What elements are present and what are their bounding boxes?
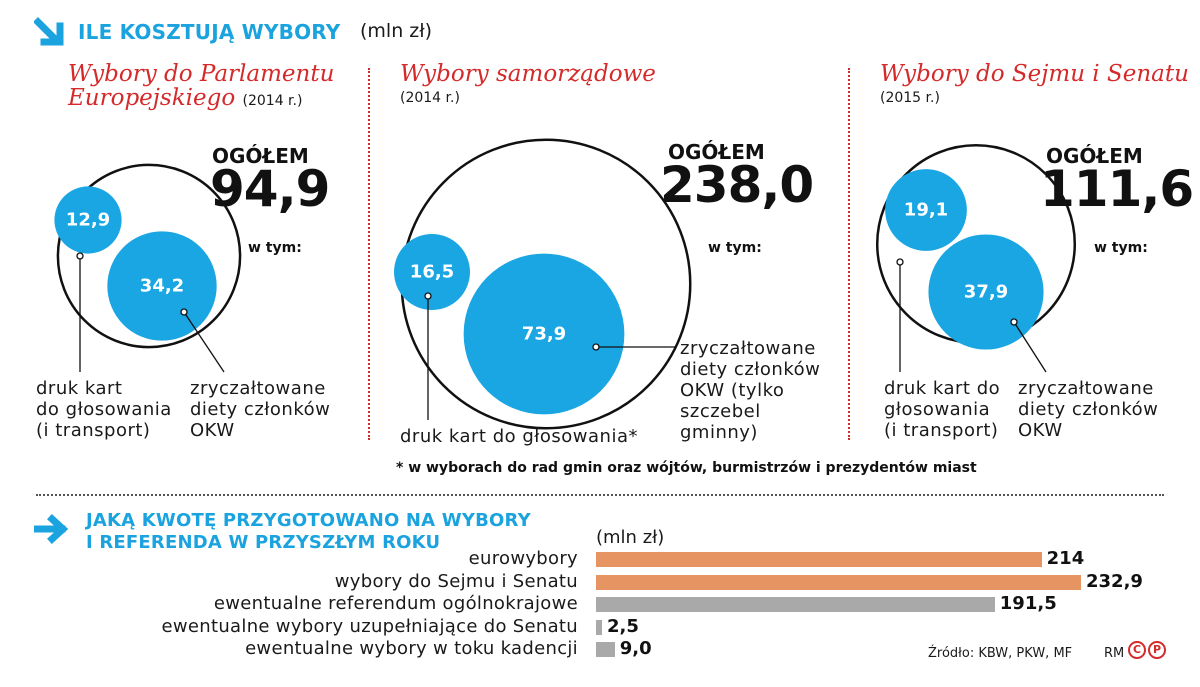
panel1-large-desc-line1: zryczałtowane: [190, 378, 330, 399]
panel3-year: (2015 r.): [880, 90, 940, 106]
panel2-large-value: 73,9: [522, 324, 566, 345]
panel1-leader-dot-2: [181, 309, 187, 315]
panel2-large-desc-line3: OKW (tylko: [680, 380, 820, 401]
panel1-title-line1: Wybory do Parlamentu: [68, 62, 334, 86]
bar-label-5: ewentualne wybory w toku kadencji: [245, 638, 578, 659]
panel2-large-desc: zryczałtowane diety członków OKW (tylko …: [680, 338, 820, 443]
arrow-right-icon: [34, 514, 72, 544]
panel3-wtym: w tym:: [1094, 240, 1148, 256]
panel3-small-desc: druk kart do głosowania (i transport): [884, 378, 1000, 441]
panel3-large-desc-line1: zryczałtowane: [1018, 378, 1158, 399]
section2-title: JAKĄ KWOTĘ PRZYGOTOWANO NA WYBORY I REFE…: [86, 510, 531, 554]
panel1-large-desc-line3: OKW: [190, 420, 330, 441]
panel2-large-desc-line2: diety członków: [680, 359, 820, 380]
panel2-large-desc-line1: zryczałtowane: [680, 338, 820, 359]
panel1-wtym: w tym:: [248, 240, 302, 256]
panel3-leader-dot-1: [897, 259, 903, 265]
credit: RM: [1104, 646, 1124, 661]
credit-badge-p: P: [1148, 641, 1166, 659]
panel2-small-desc-line1: druk kart do głosowania*: [400, 426, 638, 447]
bar-4: [596, 620, 602, 635]
panel2-wtym: w tym:: [708, 240, 762, 256]
bar-value-3: 191,5: [1000, 593, 1057, 614]
panel1-large-value: 34,2: [140, 276, 184, 297]
credit-badge-c: C: [1128, 641, 1146, 659]
bar-1: [596, 552, 1042, 567]
panel1-small-desc-line2: do głosowania: [36, 399, 172, 420]
panel2-small-desc: druk kart do głosowania*: [400, 426, 638, 447]
panel3-total-value: 111,6: [1040, 160, 1193, 218]
bar-5: [596, 642, 615, 657]
panel3-small-desc-line3: (i transport): [884, 420, 1000, 441]
panel3-large-desc-line3: OKW: [1018, 420, 1158, 441]
section2-title-line1: JAKĄ KWOTĘ PRZYGOTOWANO NA WYBORY: [86, 510, 531, 532]
panel1-large-desc: zryczałtowane diety członków OKW: [190, 378, 330, 441]
panel2-large-desc-line5: gminny): [680, 422, 820, 443]
panel1-title: Wybory do Parlamentu Europejskiego (2014…: [68, 62, 334, 113]
bar-value-1: 214: [1047, 548, 1085, 569]
panel1-small-desc-line1: druk kart: [36, 378, 172, 399]
source-note: Źródło: KBW, PKW, MF: [928, 646, 1072, 661]
panel1-leader-dot-1: [77, 253, 83, 259]
panel1-small-value: 12,9: [66, 210, 110, 231]
panel2-year: (2014 r.): [400, 90, 460, 106]
panel2-leader-dot-2: [593, 344, 599, 350]
panel2-small-value: 16,5: [410, 262, 454, 283]
bar-label-2: wybory do Sejmu i Senatu: [335, 571, 578, 592]
panel3-small-value: 19,1: [904, 200, 948, 221]
panel3-small-desc-line1: druk kart do: [884, 378, 1000, 399]
footnote: * w wyborach do rad gmin oraz wójtów, bu…: [396, 460, 977, 476]
panel2-total-value: 238,0: [660, 156, 813, 214]
bar-label-3: ewentualne referendum ogólnokrajowe: [214, 593, 578, 614]
panel3-large-desc-line2: diety członków: [1018, 399, 1158, 420]
panel1-large-desc-line2: diety członków: [190, 399, 330, 420]
panel3-large-value: 37,9: [964, 282, 1008, 303]
panel3-title: Wybory do Sejmu i Senatu: [880, 62, 1189, 86]
bar-value-2: 232,9: [1086, 571, 1143, 592]
bar-label-4: ewentualne wybory uzupełniające do Senat…: [162, 616, 578, 637]
panel2-title: Wybory samorządowe: [400, 62, 656, 86]
panel1-title-line2: Europejskiego (2014 r.): [68, 86, 334, 113]
panel3-large-desc: zryczałtowane diety członków OKW: [1018, 378, 1158, 441]
panel2-large-desc-line4: szczebel: [680, 401, 820, 422]
bar-value-5: 9,0: [620, 638, 652, 659]
panel2-leader-dot-1: [425, 293, 431, 299]
bar-value-4: 2,5: [607, 616, 639, 637]
panel3-leader-line-2: [1014, 322, 1046, 372]
panel1-year: (2014 r.): [243, 93, 303, 109]
panel1-total-value: 94,9: [210, 160, 329, 218]
section2-title-line2: I REFERENDA W PRZYSZŁYM ROKU: [86, 532, 531, 554]
section-separator: [36, 494, 1164, 496]
bar-unit: (mln zł): [596, 527, 664, 548]
bar-2: [596, 575, 1081, 590]
panel3-small-desc-line2: głosowania: [884, 399, 1000, 420]
bar-3: [596, 597, 995, 612]
panel1-small-desc-line3: (i transport): [36, 420, 172, 441]
panel1-small-desc: druk kart do głosowania (i transport): [36, 378, 172, 441]
panel3-leader-dot-2: [1011, 319, 1017, 325]
bar-label-1: eurowybory: [469, 548, 578, 569]
